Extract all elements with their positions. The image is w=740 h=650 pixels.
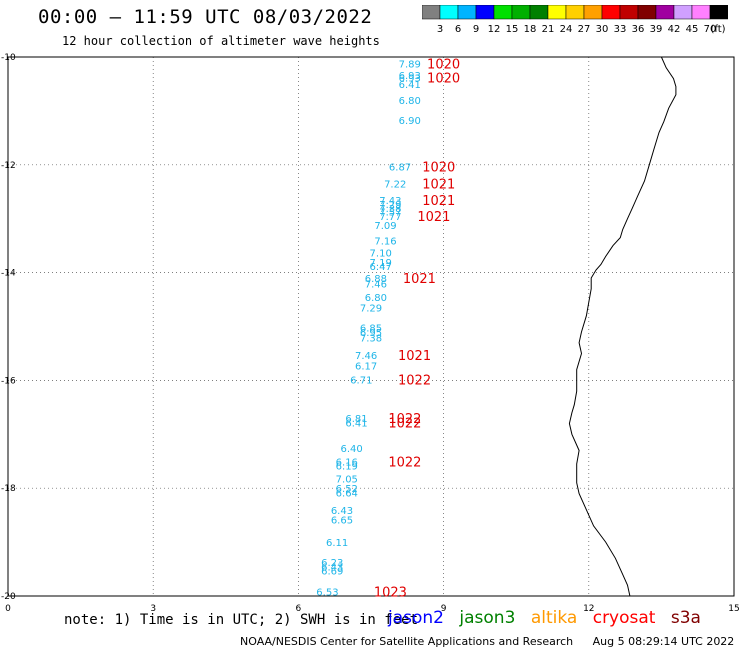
x-tick-label: 12 bbox=[583, 604, 594, 612]
swh-label: 7.19 bbox=[370, 258, 392, 269]
swh-label: 6.71 bbox=[350, 375, 372, 386]
pressure-label: 1020 bbox=[422, 160, 455, 175]
pressure-label: 1021 bbox=[422, 178, 455, 193]
scale-label: 18 bbox=[524, 24, 537, 35]
scale-swatch bbox=[709, 5, 728, 20]
swh-label: 7.77 bbox=[379, 212, 401, 223]
swh-label: 7.43 bbox=[379, 196, 401, 207]
swh-label: 7.38 bbox=[360, 333, 382, 344]
swh-label: 6.43 bbox=[331, 506, 353, 517]
swh-label: 7.38 bbox=[379, 204, 401, 215]
swh-label: 6.65 bbox=[331, 515, 353, 526]
swh-label: 6.41 bbox=[345, 418, 367, 429]
x-tick-label: 0 bbox=[5, 604, 11, 612]
pressure-label: 1021 bbox=[417, 210, 450, 225]
x-tick-label: 15 bbox=[728, 604, 739, 612]
swh-label: 6.88 bbox=[365, 274, 387, 285]
swh-label: 7.89 bbox=[399, 59, 421, 70]
scale-label: 39 bbox=[650, 24, 663, 35]
legend-cryosat: cryosat bbox=[592, 608, 656, 628]
legend-altika: altika bbox=[530, 608, 578, 628]
scale-unit: (ft) bbox=[710, 24, 725, 35]
swh-label: 7.46 bbox=[365, 279, 387, 290]
swh-label: 7.46 bbox=[355, 351, 377, 362]
color-scale-legend: 3 6 9 12 15 18 21 24 27 30 33 36 39 42 45 70(ft) bbox=[422, 5, 728, 35]
swh-label: 7.09 bbox=[374, 221, 396, 232]
swh-label: 6.16 bbox=[336, 457, 358, 468]
scale-label: 33 bbox=[614, 24, 627, 35]
swh-label: 7.10 bbox=[370, 249, 392, 260]
swh-label: 7.22 bbox=[384, 180, 406, 191]
pressure-label: 1021 bbox=[422, 194, 455, 209]
scale-label: 9 bbox=[473, 24, 479, 35]
swh-label: 6.41 bbox=[399, 80, 421, 91]
swh-label: 7.29 bbox=[379, 200, 401, 211]
swh-label: 6.64 bbox=[336, 489, 358, 500]
swh-label: 7.05 bbox=[336, 474, 358, 485]
pressure-label: 1020 bbox=[427, 71, 460, 86]
scale-label: 45 bbox=[686, 24, 699, 35]
plot-area: 0 3 6 9 12 15-10-12-14-16-18-207.896.936.936.… bbox=[1, 53, 740, 612]
pressure-label: 1022 bbox=[388, 416, 421, 431]
swh-label: 6.19 bbox=[336, 462, 358, 473]
scale-label: 36 bbox=[632, 24, 645, 35]
swh-label: 6.53 bbox=[316, 588, 338, 599]
swh-label: 6.93 bbox=[399, 71, 421, 82]
swh-label: 6.11 bbox=[326, 538, 348, 549]
pressure-label: 1023 bbox=[374, 586, 407, 601]
swh-label: 7.16 bbox=[374, 236, 396, 247]
scale-label: 30 bbox=[596, 24, 609, 35]
chart-title: 00:00 – 11:59 UTC 08/03/2022 bbox=[38, 6, 373, 28]
scale-label: 15 bbox=[506, 24, 519, 35]
chart-subtitle: 12 hour collection of altimeter wave hei… bbox=[62, 34, 380, 48]
scale-label: 24 bbox=[560, 24, 573, 35]
swh-label: 6.87 bbox=[389, 162, 411, 173]
scale-label: 3 bbox=[437, 24, 443, 35]
pressure-label: 1020 bbox=[427, 57, 460, 72]
scale-label: 42 bbox=[668, 24, 681, 35]
swh-label: 6.90 bbox=[399, 116, 421, 127]
scale-label: 27 bbox=[578, 24, 591, 35]
swh-label: 6.80 bbox=[365, 293, 387, 304]
swh-label: 6.80 bbox=[399, 96, 421, 107]
scale-label: 6 bbox=[455, 24, 461, 35]
swh-label: 6.47 bbox=[370, 262, 392, 273]
pressure-label: 1022 bbox=[398, 373, 431, 388]
legend-jason2: jason2 bbox=[388, 608, 444, 628]
x-tick-label: 6 bbox=[296, 604, 302, 612]
swh-label: 7.29 bbox=[360, 304, 382, 315]
legend-jason3: jason3 bbox=[459, 608, 516, 628]
credit-timestamp: Aug 5 08:29:14 UTC 2022 bbox=[592, 635, 735, 648]
footer-note: note: 1) Time is in UTC; 2) SWH is in fe… bbox=[64, 612, 419, 628]
scale-label: 70 bbox=[704, 24, 717, 35]
legend-s3a: s3a bbox=[670, 608, 701, 628]
swh-label: 6.23 bbox=[321, 558, 343, 569]
pressure-label: 1021 bbox=[398, 349, 431, 364]
swh-label: 6.69 bbox=[321, 567, 343, 578]
scale-label: 21 bbox=[542, 24, 555, 35]
y-tick-label: -20 bbox=[1, 592, 16, 602]
credit-text: NOAA/NESDIS Center for Satellite Applica… bbox=[240, 635, 574, 648]
footer-credit: NOAA/NESDIS Center for Satellite Applica… bbox=[240, 635, 734, 648]
pressure-label: 1021 bbox=[403, 272, 436, 287]
pressure-label: 1022 bbox=[388, 412, 421, 427]
scale-label: 12 bbox=[488, 24, 501, 35]
satellite-legend: jason2 jason3 altika cryosat s3a bbox=[388, 608, 711, 628]
swh-label: 7.57 bbox=[379, 208, 401, 219]
swh-label: 6.93 bbox=[399, 73, 421, 84]
swh-label: 6.52 bbox=[336, 484, 358, 495]
swh-label: 6.40 bbox=[341, 444, 363, 455]
swh-label: 6.17 bbox=[355, 361, 377, 372]
plot-frame bbox=[7, 56, 735, 597]
coastline bbox=[568, 56, 677, 597]
x-tick-label: 9 bbox=[441, 604, 447, 612]
swh-label: 6.85 bbox=[360, 324, 382, 335]
pressure-label: 1022 bbox=[388, 455, 421, 470]
swh-label: 6.95 bbox=[360, 328, 382, 339]
swh-label: 6.81 bbox=[345, 414, 367, 425]
swh-label: 6.43 bbox=[321, 562, 343, 573]
x-tick-label: 3 bbox=[150, 604, 156, 612]
